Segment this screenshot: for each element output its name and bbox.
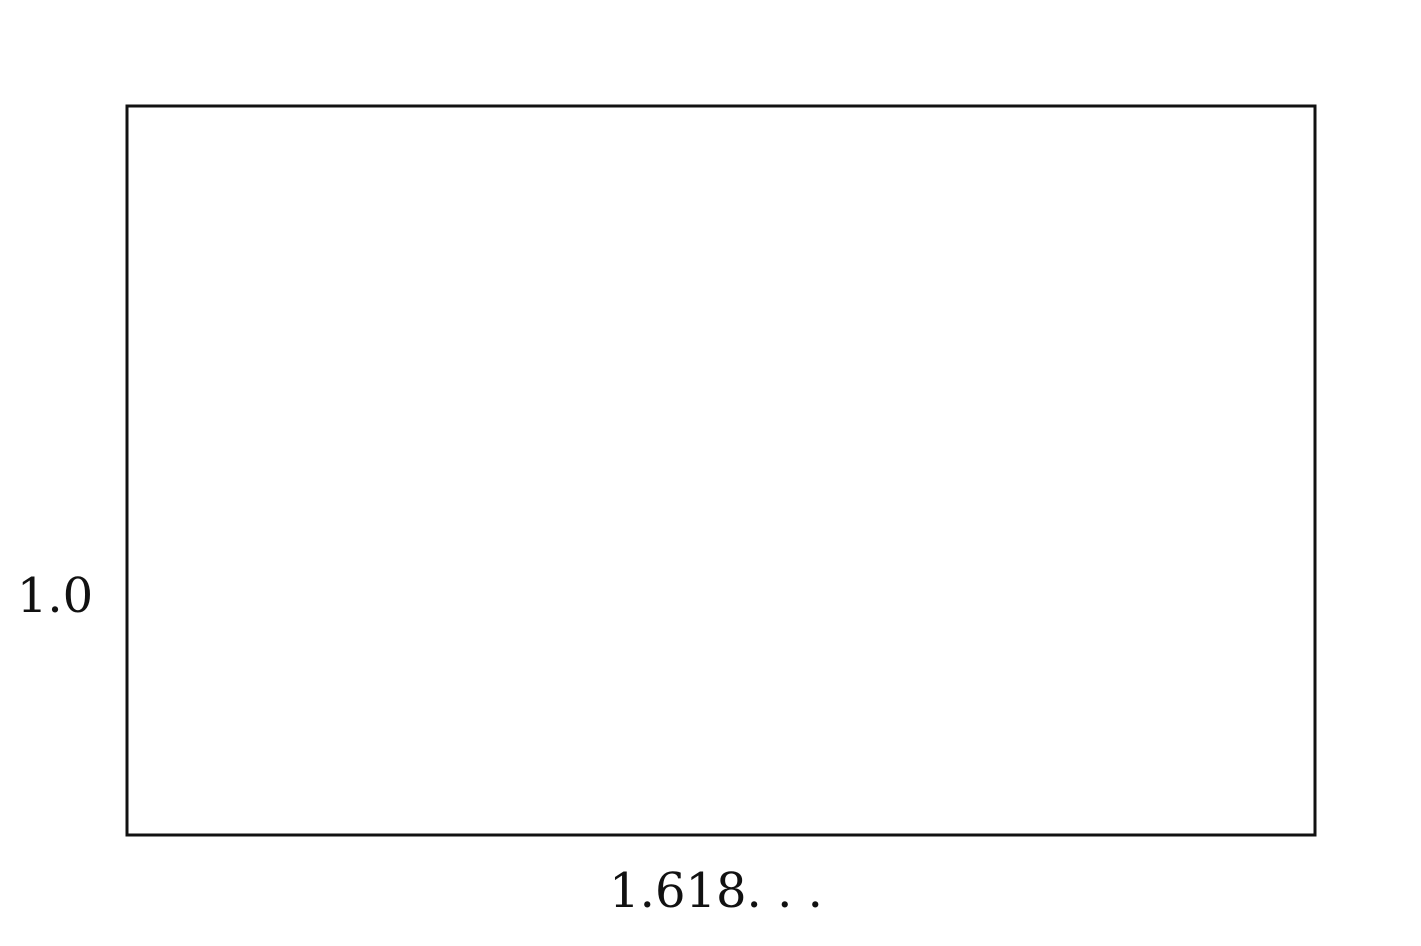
height-label: 1.0: [17, 568, 93, 624]
golden-rectangle: [125, 104, 1317, 837]
width-label: 1.618. . .: [609, 863, 823, 919]
